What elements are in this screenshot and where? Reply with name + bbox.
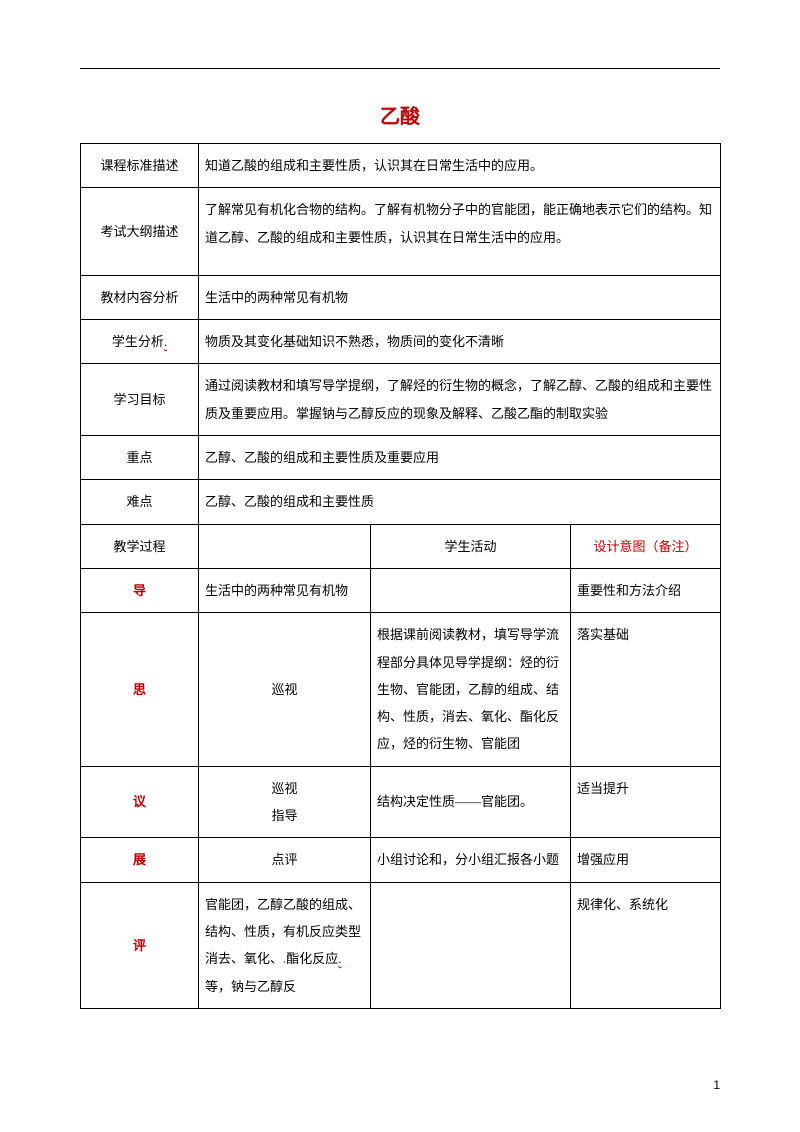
page-title: 乙酸 <box>80 100 720 129</box>
table-row: 学生分析. 物质及其变化基础知识不熟悉，物质间的变化不清晰 <box>81 320 721 364</box>
section-si-col3: 根据课前阅读教材，填写导学流程部分具体见导学提纲：烃的衍生物、官能团，乙醇的组成… <box>371 613 571 766</box>
lesson-plan-table: 课程标准描述 知道乙酸的组成和主要性质，认识其在日常生活中的应用。 考试大纲描述… <box>80 143 721 1009</box>
section-si-col4: 落实基础 <box>571 613 721 766</box>
section-yi-label: 议 <box>81 766 199 838</box>
row-label: 学生分析. <box>81 320 199 364</box>
wavy-mark: . <box>164 334 167 349</box>
row-value: 了解常见有机化合物的结构。了解有机物分子中的官能团，能正确地表示它们的结构。知道… <box>199 188 721 276</box>
red-dot-mark: . <box>283 951 286 966</box>
row-value: 生活中的两种常见有机物 <box>199 275 721 319</box>
row-label: 难点 <box>81 480 199 524</box>
table-row: 考试大纲描述 了解常见有机化合物的结构。了解有机物分子中的官能团，能正确地表示它… <box>81 188 721 276</box>
section-dao-label: 导 <box>81 568 199 612</box>
table-row: 教材内容分析 生活中的两种常见有机物 <box>81 275 721 319</box>
section-ping-col4: 规律化、系统化 <box>571 882 721 1008</box>
page-number: 1 <box>713 1078 720 1092</box>
table-header-row: 教学过程 学生活动 设计意图（备注） <box>81 524 721 568</box>
table-row: 课程标准描述 知道乙酸的组成和主要性质，认识其在日常生活中的应用。 <box>81 144 721 188</box>
table-row: 展 点评 小组讨论和，分小组汇报各小题 增强应用 <box>81 838 721 882</box>
row-value: 通过阅读教材和填写导学提纲，了解烃的衍生物的概念，了解乙醇、乙酸的组成和主要性质… <box>199 364 721 436</box>
section-yi-col3: 结构决定性质——官能团。 <box>371 766 571 838</box>
section-yi-col2: 巡视 指导 <box>199 766 371 838</box>
yi-line1: 巡视 <box>205 775 364 802</box>
wavy-mark: . <box>338 951 341 966</box>
yi-line2: 指导 <box>205 802 364 829</box>
header-intent: 设计意图（备注） <box>571 524 721 568</box>
table-row: 思 巡视 根据课前阅读教材，填写导学流程部分具体见导学提纲：烃的衍生物、官能团，… <box>81 613 721 766</box>
header-activity: 学生活动 <box>371 524 571 568</box>
table-row: 议 巡视 指导 结构决定性质——官能团。 适当提升 <box>81 766 721 838</box>
header-empty <box>199 524 371 568</box>
document-page: 乙酸 课程标准描述 知道乙酸的组成和主要性质，认识其在日常生活中的应用。 考试大… <box>0 0 800 1049</box>
section-zhan-col4: 增强应用 <box>571 838 721 882</box>
row-value: 物质及其变化基础知识不熟悉，物质间的变化不清晰 <box>199 320 721 364</box>
section-dao-col2: 生活中的两种常见有机物 <box>199 568 371 612</box>
header-process: 教学过程 <box>81 524 199 568</box>
row-value: 知道乙酸的组成和主要性质，认识其在日常生活中的应用。 <box>199 144 721 188</box>
top-rule <box>80 68 720 69</box>
section-ping-col2: 官能团，乙醇乙酸的组成、结构、性质，有机反应类型消去、氧化、.酯化反应.等，钠与… <box>199 882 371 1008</box>
section-ping-col3 <box>371 882 571 1008</box>
row-label: 教材内容分析 <box>81 275 199 319</box>
row-label: 课程标准描述 <box>81 144 199 188</box>
row-value: 乙醇、乙酸的组成和主要性质 <box>199 480 721 524</box>
section-si-label: 思 <box>81 613 199 766</box>
section-si-col2: 巡视 <box>199 613 371 766</box>
section-zhan-col3: 小组讨论和，分小组汇报各小题 <box>371 838 571 882</box>
row-label: 考试大纲描述 <box>81 188 199 276</box>
table-row: 重点 乙醇、乙酸的组成和主要性质及重要应用 <box>81 436 721 480</box>
row-value: 乙醇、乙酸的组成和主要性质及重要应用 <box>199 436 721 480</box>
section-ping-label: 评 <box>81 882 199 1008</box>
table-row: 难点 乙醇、乙酸的组成和主要性质 <box>81 480 721 524</box>
table-row: 学习目标 通过阅读教材和填写导学提纲，了解烃的衍生物的概念，了解乙醇、乙酸的组成… <box>81 364 721 436</box>
section-zhan-col2: 点评 <box>199 838 371 882</box>
section-zhan-label: 展 <box>81 838 199 882</box>
section-dao-col4: 重要性和方法介绍 <box>571 568 721 612</box>
table-row: 评 官能团，乙醇乙酸的组成、结构、性质，有机反应类型消去、氧化、.酯化反应.等，… <box>81 882 721 1008</box>
table-row: 导 生活中的两种常见有机物 重要性和方法介绍 <box>81 568 721 612</box>
section-yi-col4: 适当提升 <box>571 766 721 838</box>
section-dao-col3 <box>371 568 571 612</box>
row-label: 重点 <box>81 436 199 480</box>
label-text: 学生分析 <box>112 334 164 349</box>
row-label: 学习目标 <box>81 364 199 436</box>
